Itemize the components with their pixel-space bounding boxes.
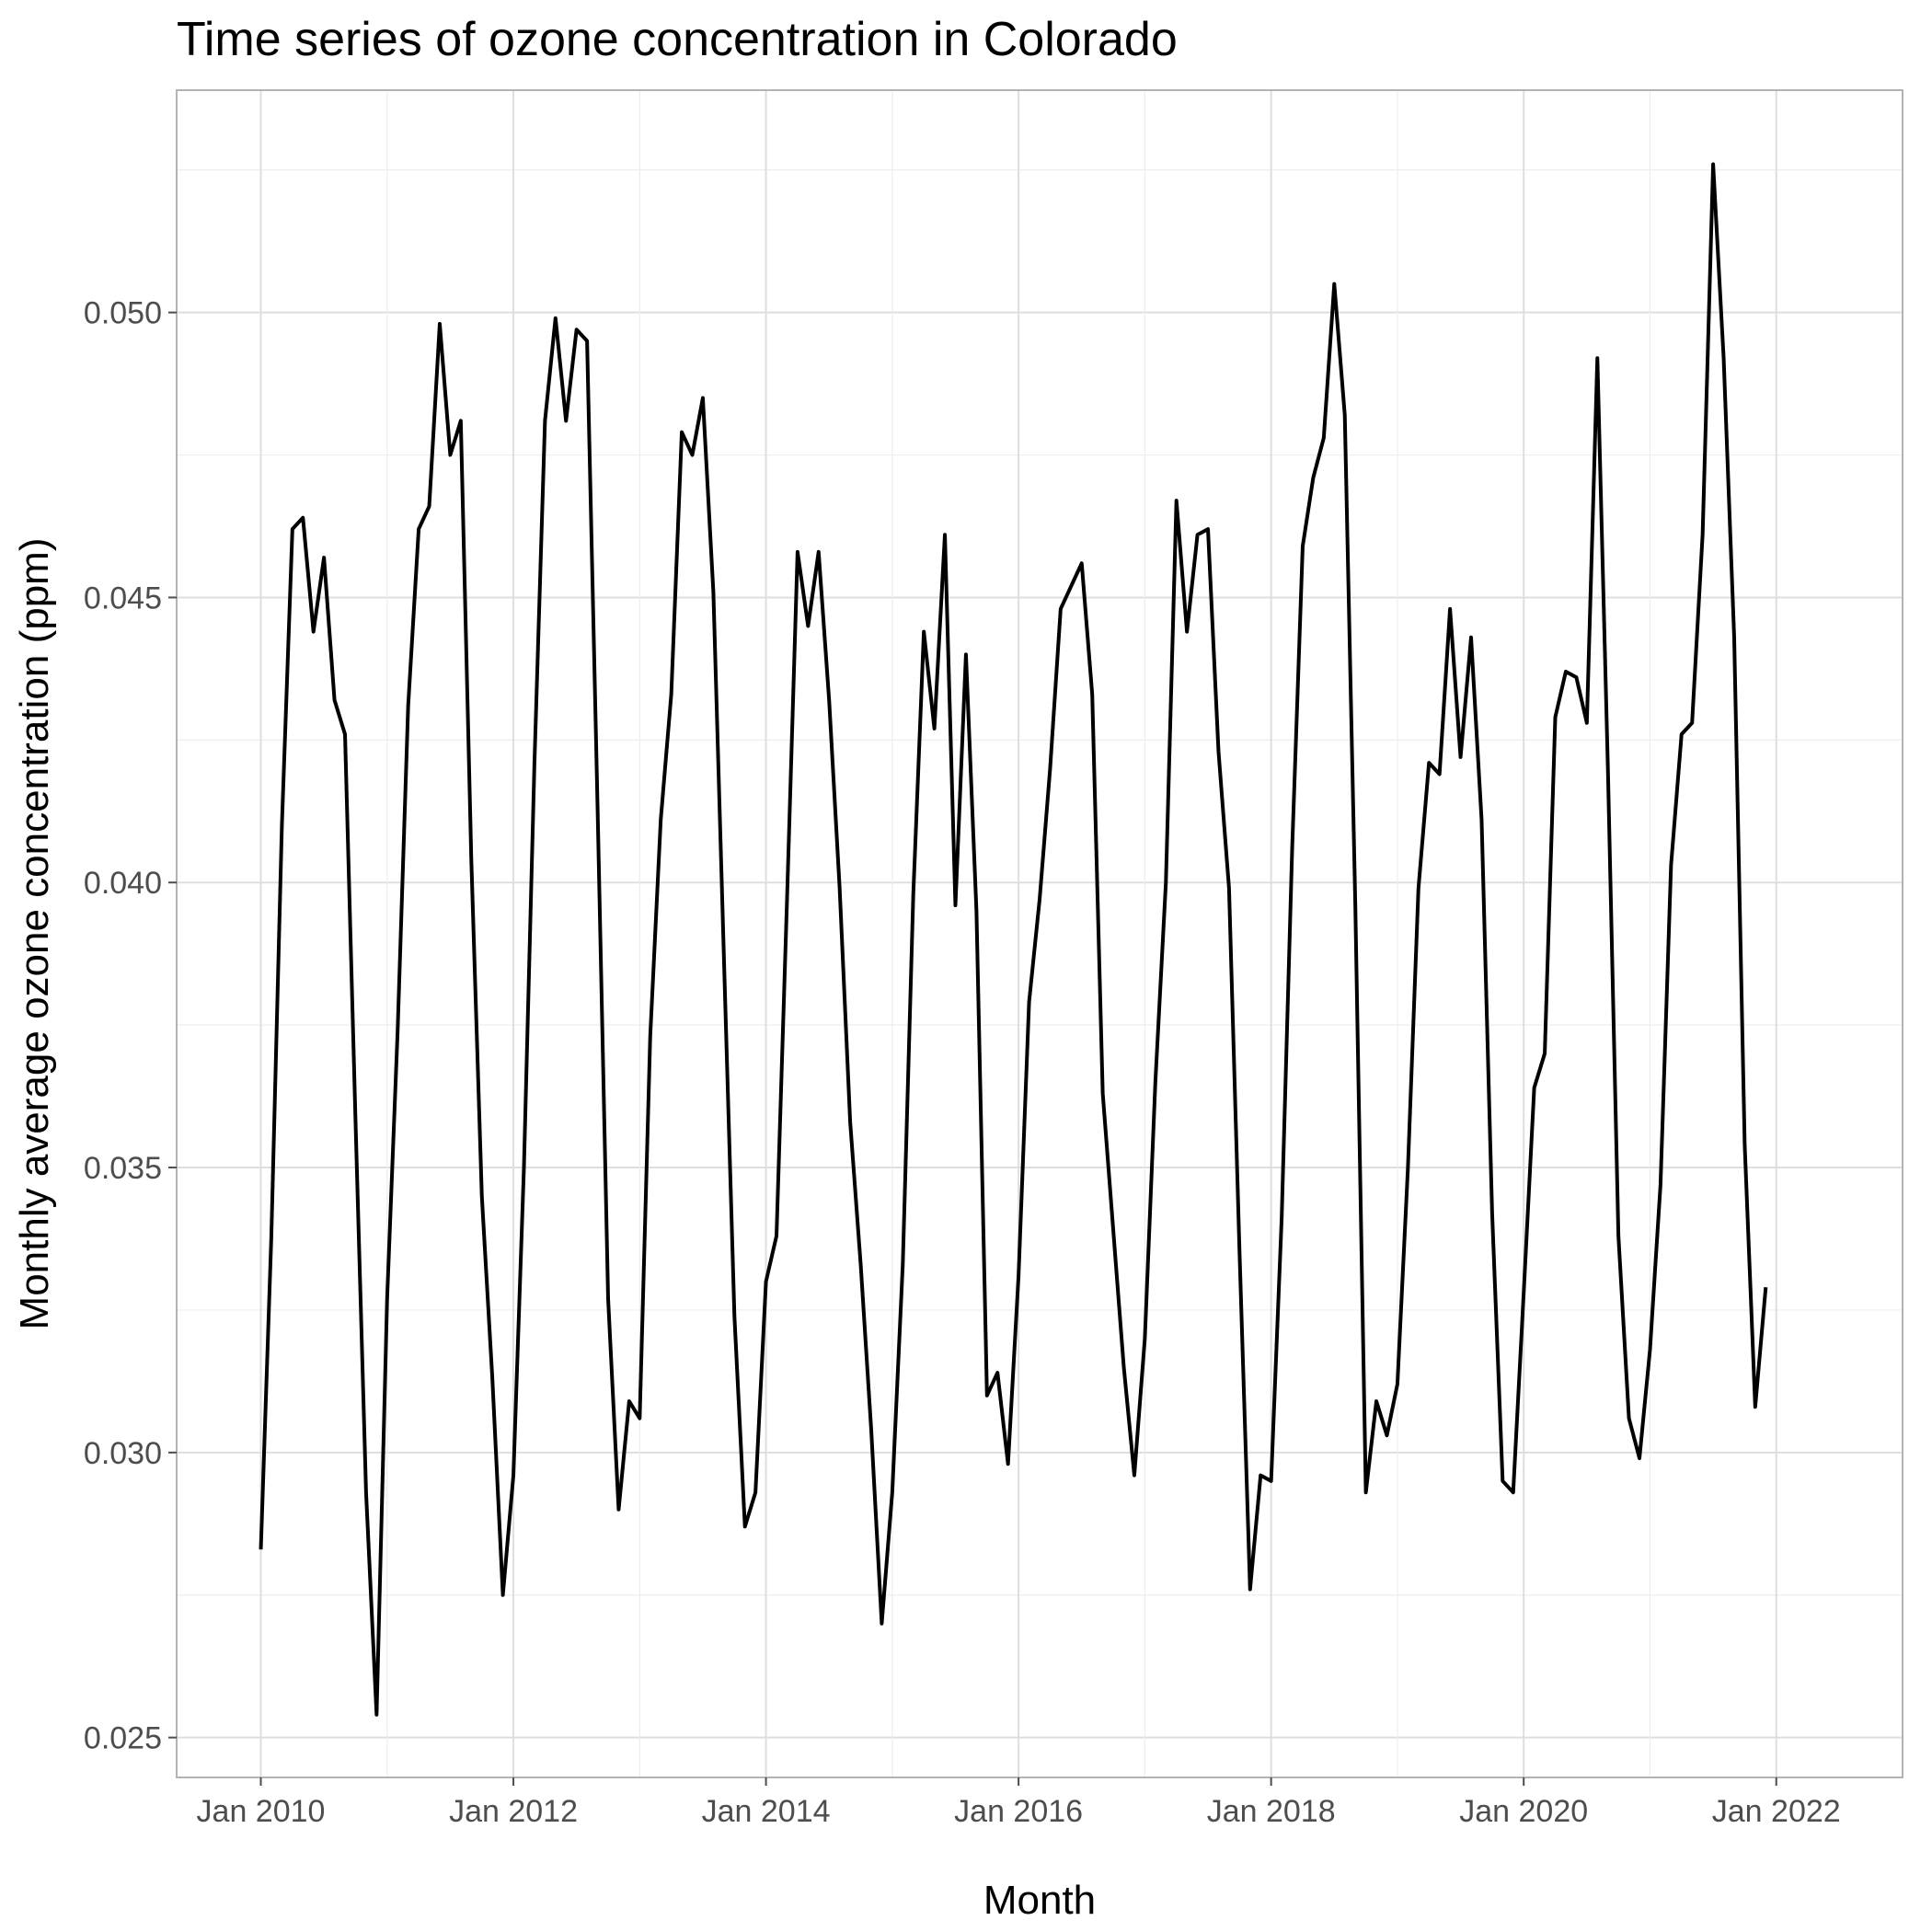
x-tick-label: Jan 2016 — [954, 1794, 1083, 1829]
y-tick-label: 0.035 — [84, 1151, 162, 1186]
x-tick-label: Jan 2012 — [449, 1794, 578, 1829]
y-tick-label: 0.025 — [84, 1721, 162, 1756]
grid — [177, 90, 1903, 1777]
x-tick-label: Jan 2022 — [1712, 1794, 1841, 1829]
chart-title: Time series of ozone concentration in Co… — [177, 13, 1178, 66]
x-tick-label: Jan 2020 — [1459, 1794, 1588, 1829]
axes: 0.025 0.030 0.035 0.040 0.045 0.050 Jan 2010 Ja… — [84, 296, 1841, 1829]
y-tick-label: 0.050 — [84, 296, 162, 331]
y-axis-title: Monthly average ozone concentration (ppm… — [12, 538, 57, 1330]
y-tick-label: 0.045 — [84, 581, 162, 615]
x-tick-label: Jan 2018 — [1207, 1794, 1336, 1829]
plot-panel — [176, 89, 1903, 1778]
x-tick-label: Jan 2010 — [197, 1794, 326, 1829]
y-tick-label: 0.040 — [84, 866, 162, 901]
x-axis-title: Month — [983, 1878, 1096, 1923]
series-points — [260, 164, 1766, 1715]
y-tick-label: 0.030 — [84, 1436, 162, 1471]
series-line — [259, 162, 1768, 1717]
x-tick-label: Jan 2014 — [702, 1794, 831, 1829]
